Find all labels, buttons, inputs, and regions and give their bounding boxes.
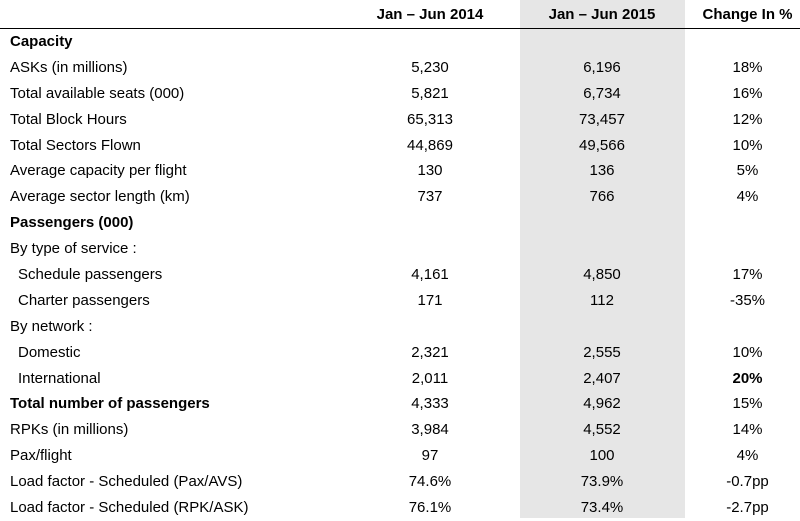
value-2014: 65,313 [407, 110, 453, 128]
value-2015: 4,850 [583, 266, 621, 284]
value-2014: 2,321 [411, 343, 449, 361]
table-row: International 2,011 2,407 20% [0, 366, 800, 392]
value-2014: 130 [417, 162, 443, 180]
value-2014: 171 [417, 291, 443, 309]
value-change: 18% [732, 58, 763, 76]
row-label: International [18, 369, 101, 387]
row-label: RPKs (in millions) [10, 421, 129, 439]
table-row: Total Block Hours 65,313 73,457 12% [0, 107, 800, 133]
value-change: 15% [732, 395, 763, 413]
highlighted-column-background [520, 0, 685, 518]
table-row: Load factor - Scheduled (Pax/AVS) 74.6% … [0, 469, 800, 495]
value-change: 4% [736, 188, 759, 206]
value-2015: 766 [589, 188, 615, 206]
subgroup-label-type-of-service: By type of service : [0, 236, 800, 262]
row-label: Load factor - Scheduled (RPK/ASK) [10, 499, 249, 517]
row-label: ASKs (in millions) [10, 58, 128, 76]
value-2015: 2,555 [583, 343, 621, 361]
value-2014: 2,011 [411, 369, 449, 387]
table-body: Capacity ASKs (in millions) 5,230 6,196 … [0, 29, 800, 521]
table-row: RPKs (in millions) 3,984 4,552 14% [0, 417, 800, 443]
value-change: 17% [732, 266, 763, 284]
row-label: Charter passengers [18, 291, 150, 309]
row-label: Pax/flight [10, 447, 72, 465]
value-2014: 76.1% [408, 499, 452, 517]
value-2015: 2,407 [583, 369, 621, 387]
value-change: 12% [732, 110, 763, 128]
value-change: 10% [732, 343, 763, 361]
value-2015: 73,457 [579, 110, 625, 128]
row-label: Load factor - Scheduled (Pax/AVS) [10, 473, 243, 491]
value-change: -2.7pp [726, 499, 769, 517]
value-2015: 4,962 [583, 395, 621, 413]
table-row: Average capacity per flight 130 136 5% [0, 158, 800, 184]
row-label: Schedule passengers [18, 266, 163, 284]
table-row: Domestic 2,321 2,555 10% [0, 340, 800, 366]
value-2015: 6,734 [583, 84, 621, 102]
table-row: Charter passengers 171 112 -35% [0, 288, 800, 314]
value-2015: 73.4% [580, 499, 624, 517]
value-2015: 112 [590, 291, 614, 309]
table-row: Schedule passengers 4,161 4,850 17% [0, 262, 800, 288]
table-row: Total available seats (000) 5,821 6,734 … [0, 81, 800, 107]
table-header: Jan – Jun 2014 Jan – Jun 2015 Change In … [0, 0, 800, 28]
value-2014: 74.6% [408, 473, 452, 491]
table-row: Total Sectors Flown 44,869 49,566 10% [0, 133, 800, 159]
row-label: Total number of passengers [10, 395, 210, 413]
row-label: Total Sectors Flown [10, 136, 141, 154]
value-2015: 6,196 [583, 58, 621, 76]
value-2015: 136 [589, 162, 615, 180]
value-2014: 4,333 [411, 395, 449, 413]
value-change: 14% [732, 421, 763, 439]
value-2014: 44,869 [407, 136, 453, 154]
row-label: Capacity [10, 33, 73, 50]
value-change: 4% [736, 447, 759, 465]
section-header-capacity: Capacity [0, 29, 800, 55]
value-2015: 73.9% [580, 473, 624, 491]
row-label: Average capacity per flight [10, 162, 187, 180]
column-header-jan-jun-2015: Jan – Jun 2015 [548, 6, 656, 23]
row-label: By network : [10, 317, 93, 335]
table-row: Load factor - Scheduled (RPK/ASK) 76.1% … [0, 495, 800, 521]
value-change: 10% [732, 136, 763, 154]
value-change: 20% [732, 369, 763, 387]
row-label: Total available seats (000) [10, 84, 185, 102]
value-2015: 100 [589, 447, 615, 465]
row-label: Total Block Hours [10, 110, 127, 128]
table-row: ASKs (in millions) 5,230 6,196 18% [0, 55, 800, 81]
value-2014: 5,821 [411, 84, 449, 102]
value-change: 5% [736, 162, 759, 180]
value-change: -35% [729, 291, 766, 309]
row-label: Passengers (000) [10, 214, 134, 232]
value-2014: 4,161 [411, 266, 449, 284]
value-2014: 97 [421, 447, 439, 465]
column-header-change-in-percent: Change In % [702, 6, 793, 23]
header-divider [0, 28, 800, 29]
table-row: Pax/flight 97 100 4% [0, 443, 800, 469]
row-label: Average sector length (km) [10, 188, 190, 206]
value-2014: 5,230 [411, 58, 449, 76]
row-label: Domestic [18, 343, 81, 361]
value-2014: 3,984 [411, 421, 449, 439]
column-header-jan-jun-2014: Jan – Jun 2014 [376, 6, 484, 23]
table-row-total: Total number of passengers 4,333 4,962 1… [0, 391, 800, 417]
value-change: 16% [732, 84, 763, 102]
row-label: By type of service : [10, 240, 137, 258]
section-header-passengers: Passengers (000) [0, 210, 800, 236]
table-row: Average sector length (km) 737 766 4% [0, 184, 800, 210]
subgroup-label-network: By network : [0, 314, 800, 340]
value-change: -0.7pp [726, 473, 769, 491]
value-2015: 49,566 [579, 136, 625, 154]
value-2015: 4,552 [583, 421, 621, 439]
value-2014: 737 [417, 188, 443, 206]
